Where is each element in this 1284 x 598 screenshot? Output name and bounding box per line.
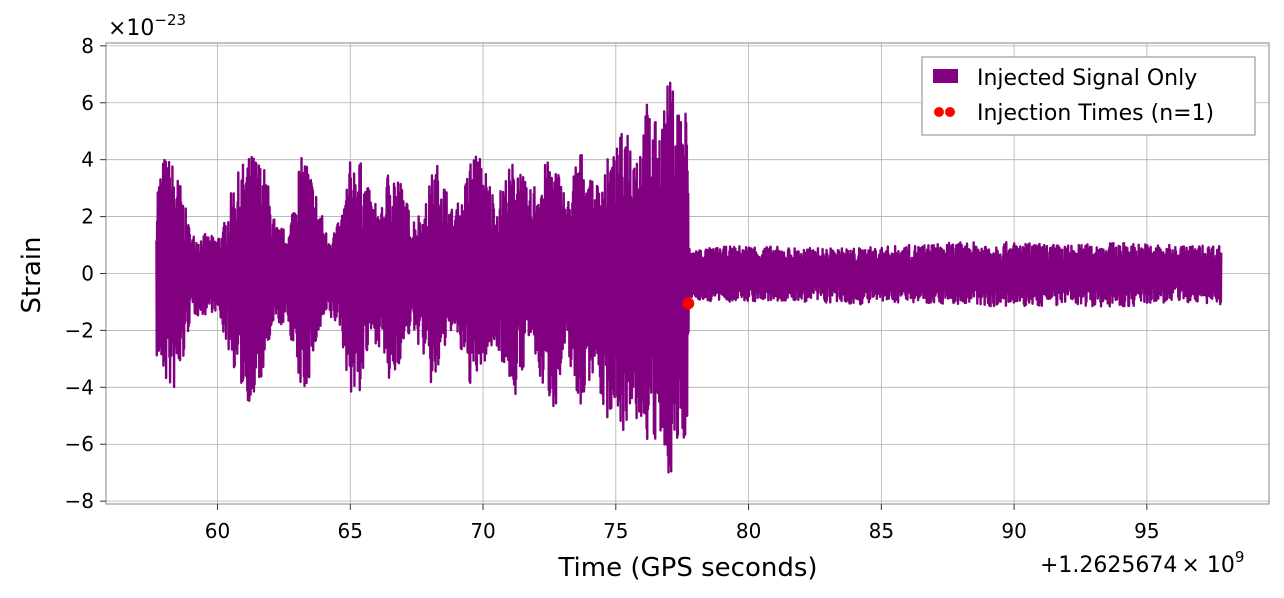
- x-tick-label: 70: [470, 519, 495, 543]
- x-tick-label: 90: [1001, 519, 1026, 543]
- y-tick-label: 4: [81, 148, 94, 172]
- y-tick-label: −2: [65, 318, 94, 342]
- y-tick-label: −4: [65, 375, 94, 399]
- legend-box: [921, 56, 1256, 136]
- x-offset-label: +1.2625674 × 109: [1040, 548, 1244, 578]
- legend-injection-marker: [945, 107, 955, 117]
- injection-point: [682, 297, 695, 310]
- x-axis-label: Time (GPS seconds): [557, 553, 817, 583]
- legend-signal-label: Injected Signal Only: [977, 66, 1197, 91]
- y-tick-label: 0: [81, 262, 94, 286]
- y-tick-label: −6: [65, 432, 94, 456]
- y-tick-label: 8: [81, 34, 94, 58]
- x-tick-label: 95: [1134, 519, 1159, 543]
- y-tick-label: 2: [81, 205, 94, 229]
- y-scale-label: ×10−23: [108, 11, 186, 41]
- legend-signal-swatch: [933, 69, 958, 83]
- y-tick-label: 6: [81, 91, 94, 115]
- x-tick-label: 65: [338, 519, 363, 543]
- x-tick-label: 85: [869, 519, 894, 543]
- x-tick-label: 75: [603, 519, 628, 543]
- injection-times-series: [682, 297, 695, 310]
- x-axis-ticks: 60 65 70 75 80 85 90 95: [205, 504, 1160, 543]
- injected-signal-series: [155, 81, 1223, 474]
- legend: Injected Signal Only Injection Times (n=…: [921, 56, 1256, 136]
- legend-injection-label: Injection Times (n=1): [977, 101, 1214, 126]
- y-axis-ticks: −8 −6 −4 −2 0 2 4 6 8: [65, 34, 106, 513]
- y-axis-label: Strain: [17, 236, 47, 313]
- x-tick-label: 60: [205, 519, 230, 543]
- y-tick-label: −8: [65, 489, 94, 513]
- signal-line: [155, 81, 1223, 474]
- legend-injection-marker: [934, 107, 944, 117]
- x-tick-label: 80: [736, 519, 761, 543]
